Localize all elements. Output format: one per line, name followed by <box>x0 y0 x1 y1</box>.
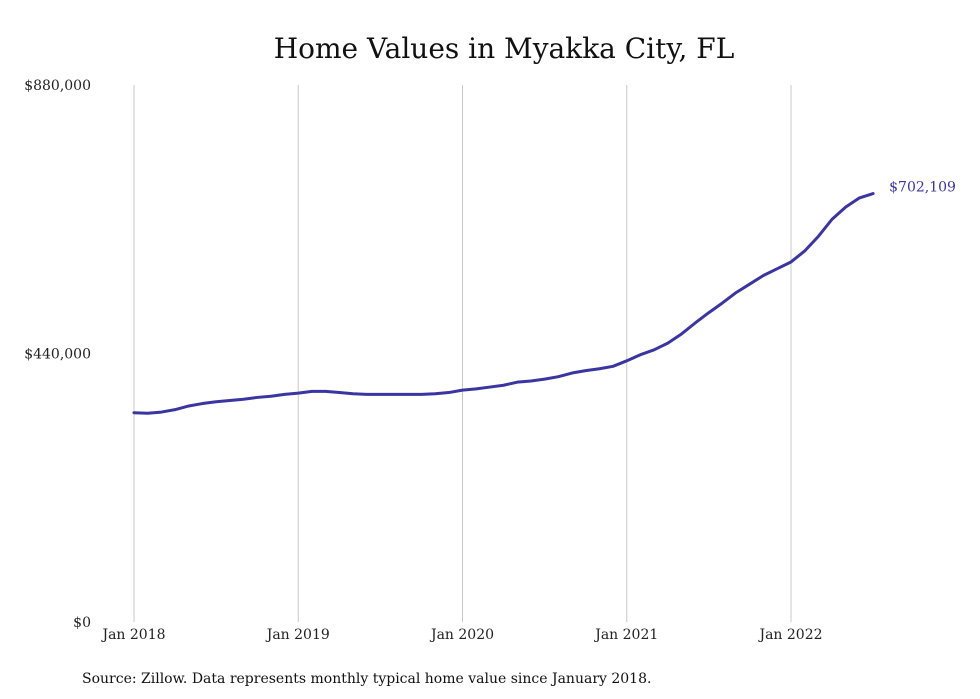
data-point <box>612 365 615 368</box>
data-point <box>872 192 875 195</box>
data-point <box>502 384 505 387</box>
data-point <box>310 390 313 393</box>
x-tick-label: Jan 2021 <box>593 627 658 643</box>
data-point <box>721 301 724 304</box>
data-point <box>844 206 847 209</box>
data-point <box>557 375 560 378</box>
x-tick-label: Jan 2022 <box>757 627 822 643</box>
data-point <box>420 393 423 396</box>
source-note: Source: Zillow. Data represents monthly … <box>82 671 651 687</box>
data-point <box>694 321 697 324</box>
data-point <box>598 367 601 370</box>
data-point <box>543 378 546 381</box>
x-tick-label: Jan 2018 <box>100 627 165 643</box>
x-axis-ticks: Jan 2018 Jan 2019 Jan 2020 Jan 2021 Jan 2022 <box>100 627 822 643</box>
y-tick-label: $0 <box>73 615 91 631</box>
data-point <box>215 400 218 403</box>
data-point <box>790 260 793 263</box>
data-point <box>488 386 491 389</box>
data-point <box>653 348 656 351</box>
data-point <box>256 396 259 399</box>
data-point <box>748 282 751 285</box>
data-point <box>201 402 204 405</box>
data-point <box>666 342 669 345</box>
data-point <box>776 267 779 270</box>
x-tick-label: Jan 2019 <box>265 627 330 643</box>
data-point <box>803 249 806 252</box>
y-tick-label: $880,000 <box>24 78 91 94</box>
data-point <box>187 404 190 407</box>
series-line <box>132 192 875 415</box>
data-point <box>461 389 464 392</box>
data-point <box>858 196 861 199</box>
data-point <box>680 332 683 335</box>
data-point <box>365 393 368 396</box>
data-point <box>625 359 628 362</box>
data-point <box>297 392 300 395</box>
data-point <box>133 411 136 414</box>
data-point <box>584 369 587 372</box>
data-point <box>393 393 396 396</box>
data-point <box>338 391 341 394</box>
data-point <box>379 393 382 396</box>
data-point <box>174 408 177 411</box>
chart-title: Home Values in Myakka City, FL <box>274 32 735 65</box>
data-point <box>228 399 231 402</box>
data-point <box>639 353 642 356</box>
data-point <box>762 274 765 277</box>
data-point <box>146 412 149 415</box>
data-point <box>447 391 450 394</box>
data-point <box>516 381 519 384</box>
data-point <box>283 393 286 396</box>
data-point <box>817 235 820 238</box>
gridlines <box>133 85 792 622</box>
data-point <box>735 291 738 294</box>
data-point <box>160 411 163 414</box>
series-layer <box>132 192 875 415</box>
data-point <box>707 311 710 314</box>
x-tick-label: Jan 2020 <box>429 627 494 643</box>
data-point <box>529 379 532 382</box>
data-point <box>242 398 245 401</box>
end-value-label: $702,109 <box>889 180 956 196</box>
data-point <box>324 390 327 393</box>
data-point <box>269 395 272 398</box>
data-point <box>571 372 574 375</box>
y-axis-ticks: $0 $440,000 $880,000 <box>24 78 91 631</box>
data-point <box>831 218 834 221</box>
data-point <box>434 392 437 395</box>
y-tick-label: $440,000 <box>24 347 91 363</box>
data-point <box>406 393 409 396</box>
data-point <box>475 387 478 390</box>
data-point <box>352 392 355 395</box>
